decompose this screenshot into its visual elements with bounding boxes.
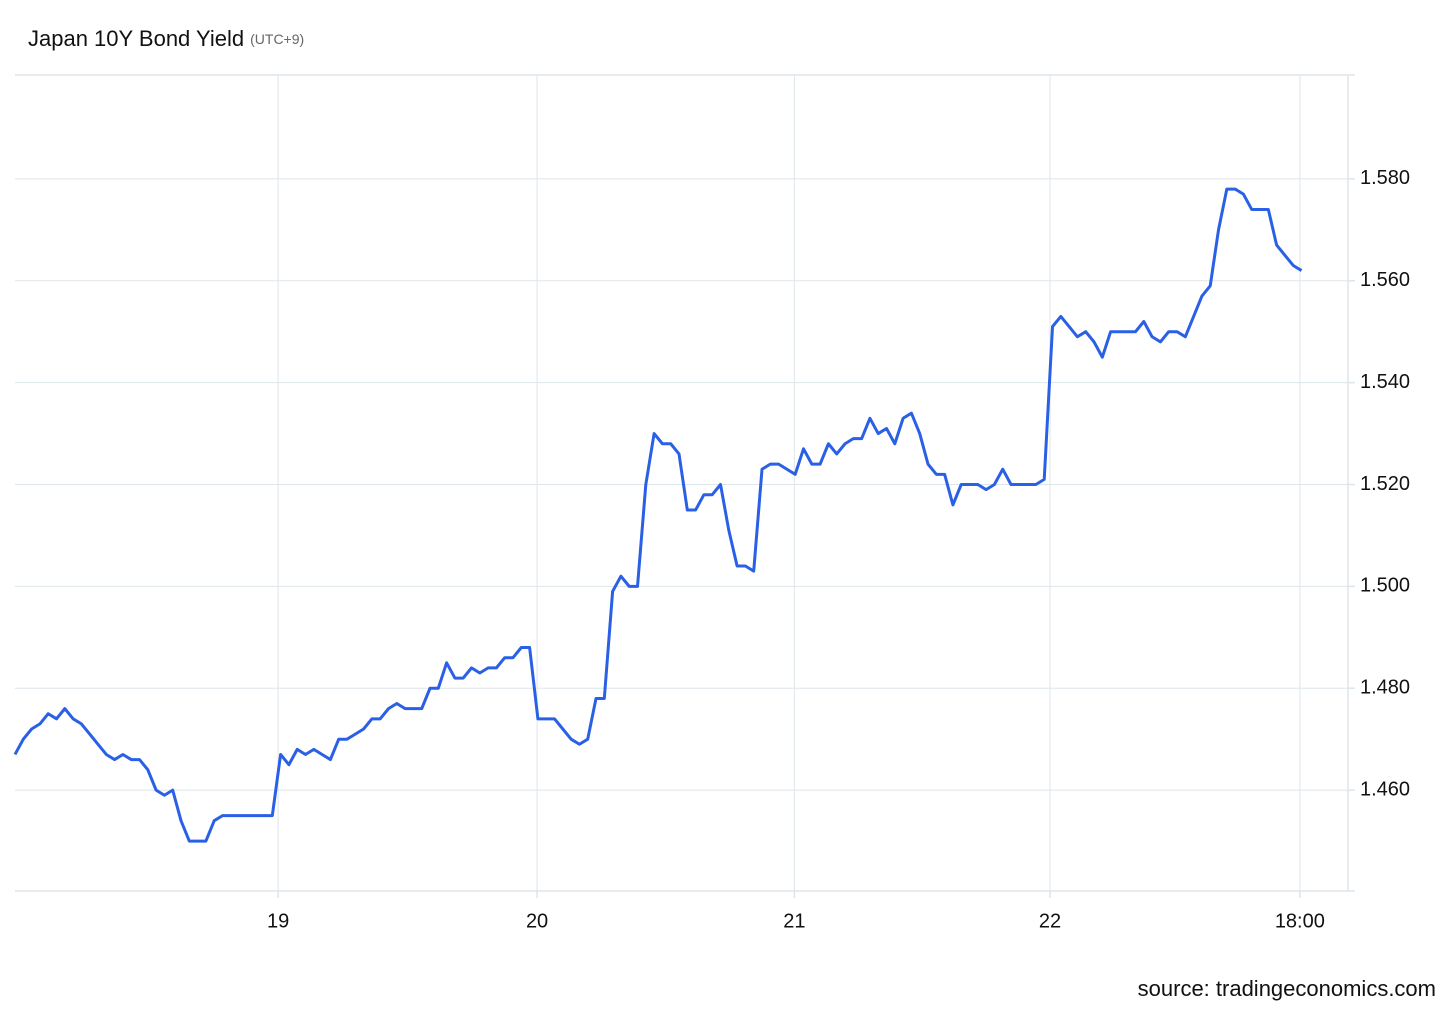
x-tick-label: 21 — [783, 910, 805, 932]
title: Japan 10Y Bond Yield — [28, 26, 244, 51]
x-tick-label: 19 — [267, 910, 289, 932]
data-line — [13, 187, 1303, 843]
y-tick-label: 1.500 — [1360, 575, 1410, 597]
y-tick-label: 1.580 — [1360, 167, 1410, 189]
y-tick-label: 1.460 — [1360, 778, 1410, 800]
y-tick-label: 1.520 — [1360, 473, 1410, 495]
source-note: source: tradingeconomics.com — [1138, 976, 1436, 1001]
x-tick-label: 20 — [526, 910, 548, 932]
y-tick-label: 1.480 — [1360, 677, 1410, 699]
x-tick-label: 18:00 — [1275, 910, 1325, 932]
y-tick-label: 1.560 — [1360, 269, 1410, 291]
x-tick-label: 22 — [1039, 910, 1061, 932]
chart-title: Japan 10Y Bond Yield (UTC+9) — [28, 26, 304, 51]
subtitle: (UTC+9) — [250, 31, 304, 47]
y-tick-label: 1.540 — [1360, 371, 1410, 393]
